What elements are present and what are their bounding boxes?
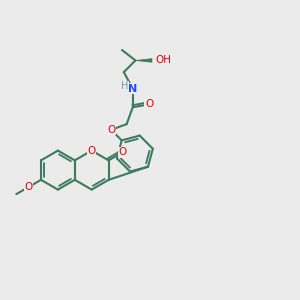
Text: O: O (119, 147, 127, 157)
Text: N: N (128, 84, 137, 94)
Text: O: O (145, 99, 153, 110)
Polygon shape (135, 59, 152, 62)
Text: O: O (88, 146, 96, 156)
Text: H: H (121, 81, 128, 91)
Text: OH: OH (155, 56, 171, 65)
Text: O: O (25, 182, 33, 192)
Text: O: O (107, 125, 115, 135)
